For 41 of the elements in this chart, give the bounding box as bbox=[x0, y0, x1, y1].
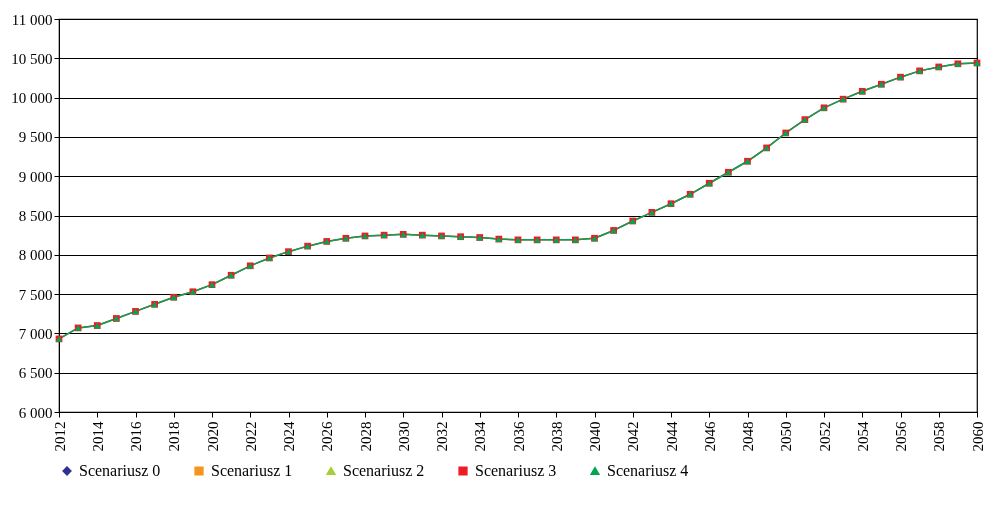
legend-label: Scenariusz 4 bbox=[607, 462, 689, 479]
y-tick-label: 6 000 bbox=[18, 404, 53, 421]
x-tick-label: 2030 bbox=[395, 421, 412, 452]
x-tick-label: 2022 bbox=[242, 421, 259, 452]
y-tick-label: 7 000 bbox=[18, 325, 53, 342]
x-tick-label: 2032 bbox=[434, 421, 450, 452]
x-tick-label: 2040 bbox=[587, 421, 603, 452]
x-tick-label: 2018 bbox=[166, 421, 183, 452]
x-tick-label: 2016 bbox=[128, 421, 144, 452]
legend-label: Scenariusz 1 bbox=[211, 462, 293, 479]
x-tick-label: 2014 bbox=[89, 421, 106, 452]
x-tick-label: 2020 bbox=[204, 421, 221, 452]
legend-label: Scenariusz 2 bbox=[343, 462, 425, 479]
x-tick-label: 2024 bbox=[281, 421, 297, 452]
x-tick-label: 2028 bbox=[357, 421, 374, 452]
x-tick-label: 2026 bbox=[319, 421, 336, 452]
x-tick-label: 2042 bbox=[625, 421, 642, 452]
x-tick-label: 2012 bbox=[51, 421, 68, 452]
x-tick-label: 2056 bbox=[893, 421, 909, 452]
x-tick-label: 2038 bbox=[548, 421, 565, 452]
legend-label: Scenariusz 0 bbox=[79, 462, 161, 479]
x-tick-label: 2044 bbox=[663, 421, 680, 452]
x-tick-label: 2058 bbox=[931, 421, 948, 452]
y-tick-label: 9 500 bbox=[18, 129, 53, 146]
x-tick-label: 2036 bbox=[510, 421, 527, 452]
legend-label: Scenariusz 3 bbox=[475, 462, 557, 479]
y-tick-label: 10 000 bbox=[11, 90, 53, 107]
y-tick-label: 11 000 bbox=[11, 11, 53, 28]
x-tick-label: 2050 bbox=[778, 421, 795, 452]
x-tick-label: 2052 bbox=[816, 421, 833, 452]
y-tick-label: 8 000 bbox=[18, 247, 53, 264]
y-tick-label: 10 500 bbox=[11, 50, 53, 67]
x-tick-label: 2060 bbox=[969, 421, 986, 452]
y-tick-label: 6 500 bbox=[18, 365, 53, 382]
y-tick-label: 8 500 bbox=[18, 208, 53, 224]
x-tick-label: 2048 bbox=[740, 421, 756, 452]
y-tick-label: 7 500 bbox=[18, 286, 53, 303]
x-tick-label: 2054 bbox=[854, 421, 871, 452]
y-tick-label: 9 000 bbox=[18, 168, 53, 185]
x-tick-label: 2046 bbox=[701, 421, 718, 452]
x-tick-label: 2034 bbox=[472, 421, 489, 452]
